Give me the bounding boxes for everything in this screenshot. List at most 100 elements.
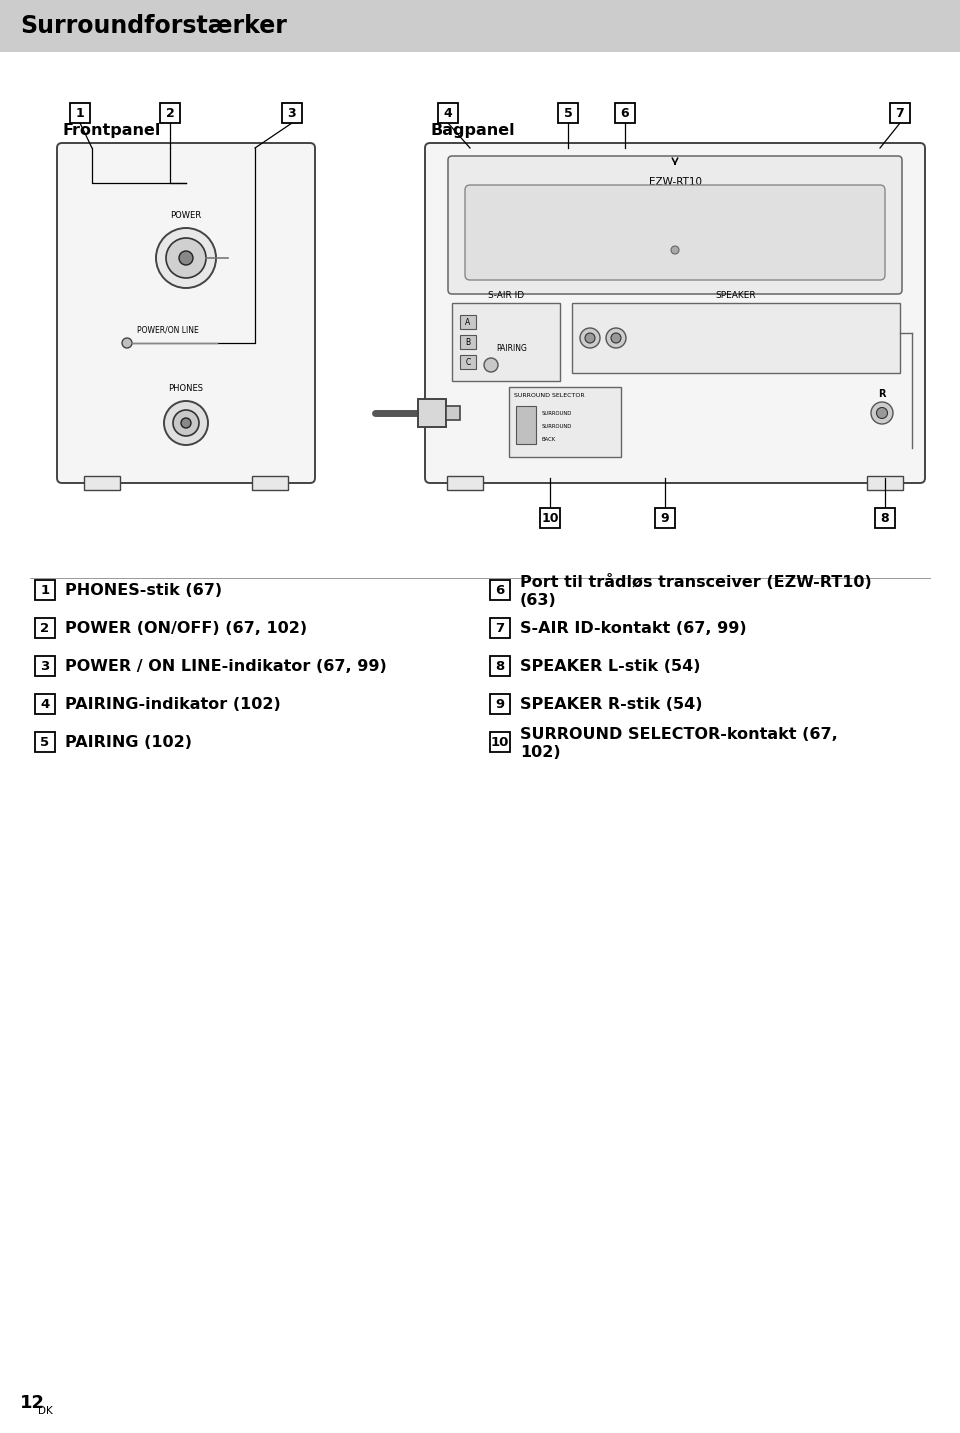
Text: POWER/ON LINE: POWER/ON LINE xyxy=(137,325,199,334)
Text: Bagpanel: Bagpanel xyxy=(430,122,515,138)
Circle shape xyxy=(164,401,208,446)
Circle shape xyxy=(484,358,498,373)
Text: SURROUND: SURROUND xyxy=(542,424,572,428)
Text: (63): (63) xyxy=(520,592,557,608)
Text: PAIRING-indikator (102): PAIRING-indikator (102) xyxy=(65,696,280,712)
Bar xyxy=(447,476,483,490)
Bar xyxy=(540,509,560,527)
Bar xyxy=(875,509,895,527)
Circle shape xyxy=(611,332,621,342)
Text: S-AIR ID-kontakt (67, 99): S-AIR ID-kontakt (67, 99) xyxy=(520,620,747,635)
Circle shape xyxy=(179,251,193,265)
Circle shape xyxy=(585,332,595,342)
Bar xyxy=(35,732,55,752)
Text: SPEAKER: SPEAKER xyxy=(716,291,756,299)
Bar xyxy=(35,694,55,714)
Bar xyxy=(558,103,578,123)
Bar xyxy=(867,476,903,490)
Text: POWER: POWER xyxy=(171,211,202,221)
FancyBboxPatch shape xyxy=(509,387,621,457)
Text: 10: 10 xyxy=(541,512,559,524)
Bar xyxy=(490,694,510,714)
Bar xyxy=(452,302,560,381)
Text: 10: 10 xyxy=(491,735,509,748)
Bar xyxy=(460,355,476,370)
Circle shape xyxy=(181,418,191,428)
Circle shape xyxy=(606,328,626,348)
Circle shape xyxy=(122,338,132,348)
Bar xyxy=(418,398,446,427)
Text: 1: 1 xyxy=(40,583,50,596)
FancyBboxPatch shape xyxy=(425,143,925,483)
Text: 5: 5 xyxy=(564,106,572,119)
Circle shape xyxy=(173,410,199,436)
Text: BACK: BACK xyxy=(542,437,556,441)
Circle shape xyxy=(671,246,679,254)
Circle shape xyxy=(156,228,216,288)
Text: 4: 4 xyxy=(40,698,50,711)
Bar xyxy=(84,476,120,490)
Bar xyxy=(35,618,55,638)
Circle shape xyxy=(166,238,206,278)
Bar xyxy=(490,618,510,638)
Text: 7: 7 xyxy=(896,106,904,119)
Text: 3: 3 xyxy=(40,659,50,672)
Text: 8: 8 xyxy=(495,659,505,672)
Text: 6: 6 xyxy=(495,583,505,596)
Text: 6: 6 xyxy=(621,106,630,119)
Text: SURROUND: SURROUND xyxy=(542,410,572,416)
Circle shape xyxy=(580,328,600,348)
Text: PAIRING (102): PAIRING (102) xyxy=(65,735,192,749)
Bar xyxy=(490,656,510,676)
Bar xyxy=(615,103,635,123)
Text: POWER (ON/OFF) (67, 102): POWER (ON/OFF) (67, 102) xyxy=(65,620,307,635)
Text: SURROUND SELECTOR: SURROUND SELECTOR xyxy=(514,393,585,398)
Text: 7: 7 xyxy=(495,622,505,635)
Text: PHONES-stik (67): PHONES-stik (67) xyxy=(65,582,222,598)
Circle shape xyxy=(871,403,893,424)
Bar xyxy=(490,732,510,752)
Text: SPEAKER L-stik (54): SPEAKER L-stik (54) xyxy=(520,659,701,674)
Bar xyxy=(655,509,675,527)
Text: SURROUND SELECTOR-kontakt (67,: SURROUND SELECTOR-kontakt (67, xyxy=(520,727,838,741)
Bar xyxy=(160,103,180,123)
Bar xyxy=(252,476,288,490)
Bar xyxy=(35,656,55,676)
Text: 9: 9 xyxy=(660,512,669,524)
Bar xyxy=(516,406,536,444)
Bar xyxy=(35,580,55,600)
Text: A: A xyxy=(466,318,470,327)
Text: B: B xyxy=(466,338,470,347)
Text: 2: 2 xyxy=(40,622,50,635)
Text: 5: 5 xyxy=(40,735,50,748)
Text: 1: 1 xyxy=(76,106,84,119)
Text: 3: 3 xyxy=(288,106,297,119)
Bar xyxy=(572,302,900,373)
Text: PAIRING: PAIRING xyxy=(496,344,527,353)
Circle shape xyxy=(876,407,887,418)
Text: 4: 4 xyxy=(444,106,452,119)
FancyBboxPatch shape xyxy=(448,156,902,294)
Bar xyxy=(490,580,510,600)
Bar xyxy=(282,103,302,123)
Text: 8: 8 xyxy=(880,512,889,524)
Text: 102): 102) xyxy=(520,745,561,759)
Bar xyxy=(446,406,460,420)
Bar xyxy=(0,0,960,52)
Text: Port til trådløs transceiver (EZW-RT10): Port til trådløs transceiver (EZW-RT10) xyxy=(520,575,872,590)
Text: Surroundforstærker: Surroundforstærker xyxy=(20,14,287,39)
FancyBboxPatch shape xyxy=(57,143,315,483)
Text: EZW-RT10: EZW-RT10 xyxy=(649,178,702,186)
Text: DK: DK xyxy=(38,1406,53,1416)
Text: 12: 12 xyxy=(20,1394,45,1412)
Text: 9: 9 xyxy=(495,698,505,711)
Text: R: R xyxy=(878,388,886,398)
Text: S-AIR ID: S-AIR ID xyxy=(488,291,524,299)
Text: PHONES: PHONES xyxy=(169,384,204,393)
Bar xyxy=(70,103,90,123)
Text: SPEAKER R-stik (54): SPEAKER R-stik (54) xyxy=(520,696,703,712)
Bar xyxy=(438,103,458,123)
Text: POWER / ON LINE-indikator (67, 99): POWER / ON LINE-indikator (67, 99) xyxy=(65,659,387,674)
Bar xyxy=(890,103,910,123)
Text: 2: 2 xyxy=(166,106,175,119)
